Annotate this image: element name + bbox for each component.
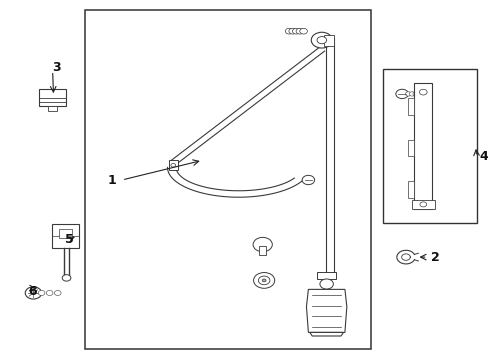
- Bar: [407, 98, 413, 114]
- Circle shape: [316, 37, 326, 44]
- Text: 6: 6: [28, 285, 37, 298]
- Circle shape: [253, 273, 274, 288]
- Circle shape: [46, 291, 53, 296]
- Bar: [48, 107, 57, 111]
- Circle shape: [262, 279, 265, 282]
- Bar: [59, 229, 72, 238]
- Circle shape: [258, 276, 269, 285]
- Circle shape: [253, 237, 272, 252]
- Circle shape: [419, 202, 426, 207]
- Bar: [84, 10, 370, 348]
- Bar: [316, 272, 336, 279]
- Bar: [411, 200, 434, 209]
- Circle shape: [296, 28, 303, 34]
- Polygon shape: [306, 289, 346, 332]
- Circle shape: [299, 28, 307, 34]
- Bar: [169, 160, 177, 170]
- Circle shape: [395, 89, 407, 99]
- Circle shape: [25, 287, 41, 299]
- Bar: [324, 35, 333, 45]
- Circle shape: [419, 89, 426, 95]
- Bar: [52, 224, 79, 248]
- Bar: [382, 69, 476, 223]
- Circle shape: [408, 92, 414, 96]
- Text: 4: 4: [478, 150, 487, 163]
- Circle shape: [302, 175, 314, 185]
- Text: 1: 1: [107, 174, 116, 186]
- Text: 5: 5: [64, 233, 73, 246]
- Bar: [407, 140, 413, 156]
- Circle shape: [62, 275, 71, 281]
- Circle shape: [54, 291, 61, 296]
- Text: 2: 2: [430, 251, 439, 264]
- Circle shape: [412, 92, 418, 96]
- Circle shape: [420, 92, 425, 96]
- Circle shape: [170, 163, 175, 167]
- Polygon shape: [309, 332, 343, 336]
- Circle shape: [416, 92, 422, 96]
- Circle shape: [292, 28, 300, 34]
- Text: 3: 3: [53, 60, 61, 73]
- Bar: [413, 83, 431, 209]
- Circle shape: [311, 32, 332, 48]
- Bar: [39, 89, 66, 107]
- Circle shape: [38, 291, 45, 296]
- Circle shape: [288, 28, 296, 34]
- Circle shape: [319, 279, 333, 289]
- Circle shape: [285, 28, 292, 34]
- Circle shape: [405, 92, 410, 96]
- Bar: [407, 181, 413, 198]
- Bar: [259, 246, 265, 255]
